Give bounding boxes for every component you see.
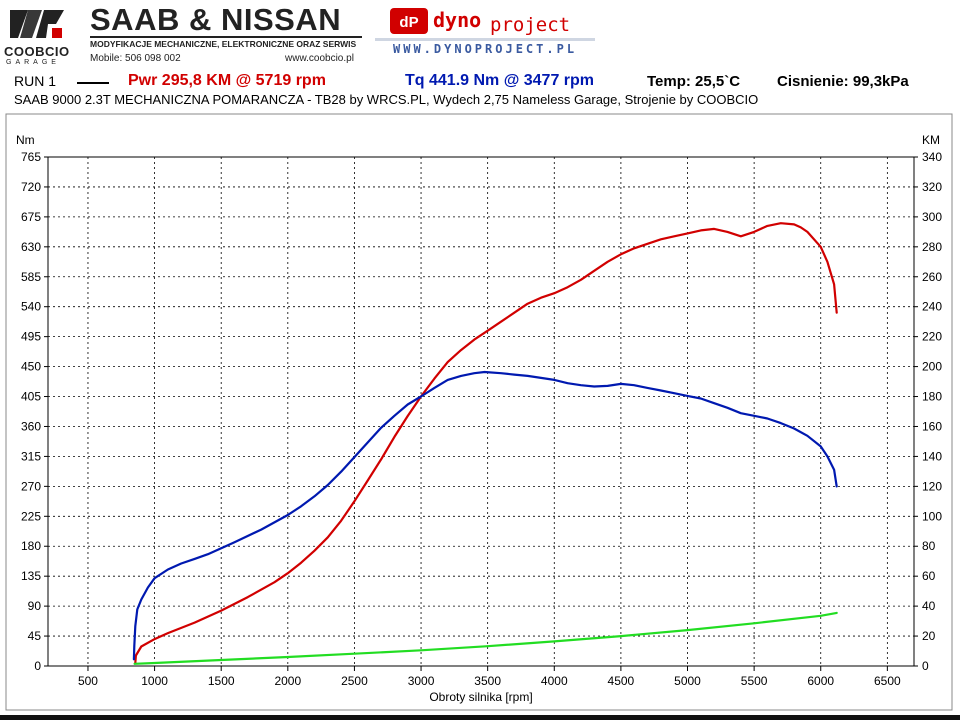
header: COOBCIO GARAGE SAAB & NISSAN MODYFIKACJE…: [0, 0, 960, 70]
y-right-tick-label: 260: [922, 270, 942, 284]
y-right-tick-label: 320: [922, 180, 942, 194]
brand-divider: [90, 36, 362, 38]
pressure: Cisnienie: 99,3kPa: [777, 73, 909, 90]
y-left-tick-label: 540: [21, 300, 41, 314]
y-right-tick-label: 0: [922, 659, 929, 673]
x-tick-label: 5500: [741, 674, 768, 688]
dyno-divider: [375, 38, 595, 41]
y-left-tick-label: 135: [21, 569, 41, 583]
y-right-tick-label: 140: [922, 449, 942, 463]
x-tick-label: 2500: [341, 674, 368, 688]
x-tick-label: 6000: [807, 674, 834, 688]
peak-torque: Tq 441.9 Nm @ 3477 rpm: [405, 72, 595, 89]
y-left-tick-label: 405: [21, 390, 41, 404]
torque-curve: [132, 370, 838, 661]
y-left-tick-label: 0: [34, 659, 41, 673]
y-axis-right-label: KM: [922, 133, 940, 147]
x-tick-label: 3000: [408, 674, 435, 688]
y-left-tick-label: 315: [21, 449, 41, 463]
brand-website: www.coobcio.pl: [285, 53, 354, 64]
x-tick-label: 3500: [474, 674, 501, 688]
brand-title: SAAB & NISSAN: [90, 2, 342, 37]
dyno-word: dyno: [433, 8, 481, 32]
y-right-tick-label: 120: [922, 479, 942, 493]
run-line-legend-icon: [77, 82, 109, 84]
x-tick-label: 6500: [874, 674, 901, 688]
y-right-tick-label: 220: [922, 330, 942, 344]
brand-mobile: Mobile: 506 098 002: [90, 53, 181, 64]
brand-subtitle: MODYFIKACJE MECHANICZNE, ELEKTRONICZNE O…: [90, 39, 357, 49]
y-right-tick-label: 20: [922, 629, 936, 643]
y-right-tick-label: 280: [922, 240, 942, 254]
y-left-tick-label: 360: [21, 419, 41, 433]
y-right-tick-label: 240: [922, 300, 942, 314]
y-left-tick-label: 675: [21, 210, 41, 224]
y-axis-left-label: Nm: [16, 133, 35, 147]
x-tick-label: 2000: [274, 674, 301, 688]
y-right-tick-label: 100: [922, 509, 942, 523]
x-tick-label: 500: [78, 674, 98, 688]
x-tick-label: 5000: [674, 674, 701, 688]
run-description: SAAB 9000 2.3T MECHANICZNA POMARANCZA - …: [14, 92, 759, 107]
run-info-row: RUN 1 Pwr 295,8 KM @ 5719 rpm Tq 441.9 N…: [0, 72, 960, 92]
plot-frame: [47, 156, 915, 667]
x-tick-label: 1000: [141, 674, 168, 688]
y-left-tick-label: 270: [21, 479, 41, 493]
peak-power: Pwr 295,8 KM @ 5719 rpm: [128, 72, 326, 89]
y-right-tick-label: 60: [922, 569, 936, 583]
dyno-chart: 500 1000 1500 2000 2500 3000 3500 4000 4500 5000 5…: [0, 108, 960, 720]
boost-curve: [133, 611, 838, 665]
y-right-tick-label: 160: [922, 419, 942, 433]
logo-name: COOBCIO: [4, 44, 70, 59]
y-right-tick-label: 80: [922, 539, 936, 553]
project-word: project: [490, 14, 570, 36]
y-left-tick-label: 720: [21, 180, 41, 194]
svg-text:dP: dP: [399, 14, 418, 31]
x-tick-label: 1500: [208, 674, 235, 688]
dyno-website: WWW.DYNOPROJECT.PL: [393, 42, 578, 56]
y-right-tick-label: 40: [922, 599, 936, 613]
dynoproject-logo-icon: dP dyno project: [390, 8, 570, 36]
y-left-tick-label: 45: [28, 629, 42, 643]
y-left-tick-label: 90: [28, 599, 42, 613]
y-left-tick-label: 180: [21, 539, 41, 553]
y-left-tick-label: 450: [21, 360, 41, 374]
x-axis-label: Obroty silnika [rpm]: [429, 690, 532, 704]
x-tick-label: 4500: [608, 674, 635, 688]
y-right-tick-label: 200: [922, 360, 942, 374]
y-left-tick-label: 585: [21, 270, 41, 284]
temperature: Temp: 25,5`C: [647, 73, 741, 90]
y-left-tick-label: 225: [21, 509, 41, 523]
y-left-tick-label: 765: [21, 150, 41, 164]
y-left-tick-label: 495: [21, 330, 41, 344]
x-tick-label: 4000: [541, 674, 568, 688]
y-right-tick-label: 340: [922, 150, 942, 164]
run-label: RUN 1: [14, 73, 57, 89]
coobcio-logo-icon: [10, 10, 64, 38]
power-curve: [134, 222, 838, 665]
logo-subtitle: GARAGE: [6, 59, 60, 66]
y-left-tick-label: 630: [21, 240, 41, 254]
y-right-tick-label: 180: [922, 390, 942, 404]
y-right-tick-label: 300: [922, 210, 942, 224]
